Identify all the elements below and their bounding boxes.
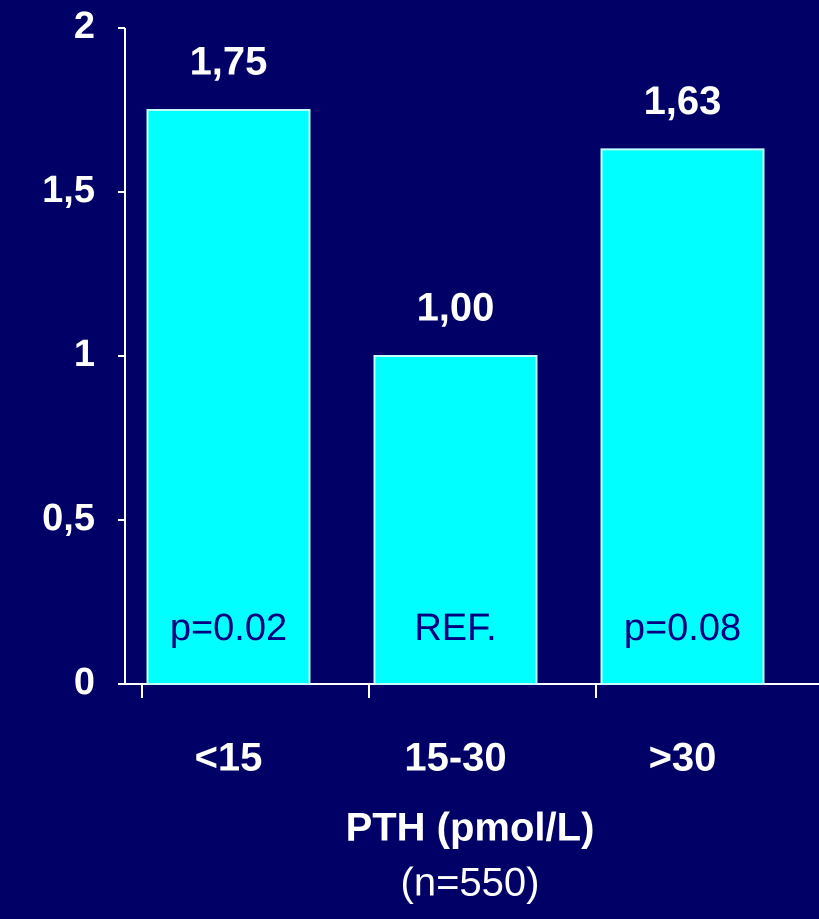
- bar-annotation: p=0.08: [624, 607, 741, 649]
- x-axis-label: PTH (pmol/L): [346, 806, 595, 850]
- bar: [600, 148, 765, 686]
- y-tick-label: 0: [74, 661, 95, 703]
- value-label: 1,00: [417, 286, 495, 330]
- x-tick-label: >30: [649, 736, 717, 780]
- bar: [373, 355, 538, 685]
- y-tick-label: 2: [74, 5, 95, 47]
- x-tick-label: 15-30: [404, 736, 506, 780]
- bar: [146, 109, 311, 685]
- x-tick-label: <15: [195, 736, 263, 780]
- y-tick-label: 0,5: [42, 497, 95, 539]
- value-label: 1,63: [644, 79, 722, 123]
- x-axis-sublabel: (n=550): [401, 861, 540, 905]
- value-label: 1,75: [190, 40, 268, 84]
- bar-annotation: REF.: [414, 607, 496, 649]
- y-tick-label: 1: [74, 333, 95, 375]
- bar-annotation: p=0.02: [170, 607, 287, 649]
- y-tick-label: 1,5: [42, 169, 95, 211]
